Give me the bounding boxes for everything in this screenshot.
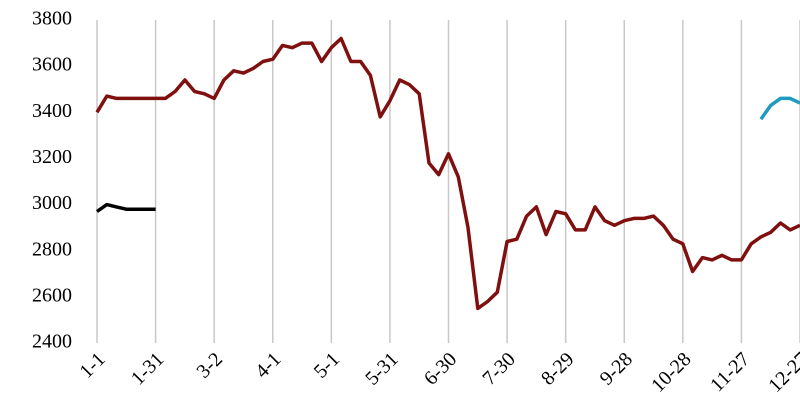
x-tick-label: 5-1 — [310, 348, 344, 382]
x-tick-label: 6-30 — [420, 348, 461, 389]
y-tick-label: 2400 — [32, 331, 72, 353]
series-line — [95, 36, 800, 311]
x-tick-label: 12-27 — [764, 348, 800, 397]
y-tick-label: 3400 — [32, 100, 72, 122]
x-tick-label: 3-2 — [193, 348, 227, 382]
y-tick-label: 3000 — [32, 192, 72, 214]
x-tick-label: 1-1 — [75, 348, 109, 382]
y-tick-label: 2800 — [32, 238, 72, 260]
x-tick-label: 4-1 — [251, 348, 285, 382]
x-tick-label: 8-29 — [537, 348, 578, 389]
x-tick-label: 10-28 — [647, 348, 696, 397]
y-tick-label: 3200 — [32, 146, 72, 168]
y-tick-label: 3800 — [32, 8, 72, 30]
x-tick-label: 7-30 — [478, 348, 519, 389]
x-tick-label: 5-31 — [361, 348, 402, 389]
x-tick-label: 9-28 — [596, 348, 637, 389]
x-tick-label: 1-31 — [127, 348, 168, 389]
series-line — [759, 96, 800, 121]
y-tick-label: 2600 — [32, 284, 72, 306]
y-tick-label: 3600 — [32, 54, 72, 76]
series-line — [95, 202, 156, 213]
x-tick-label: 11-27 — [706, 348, 754, 396]
